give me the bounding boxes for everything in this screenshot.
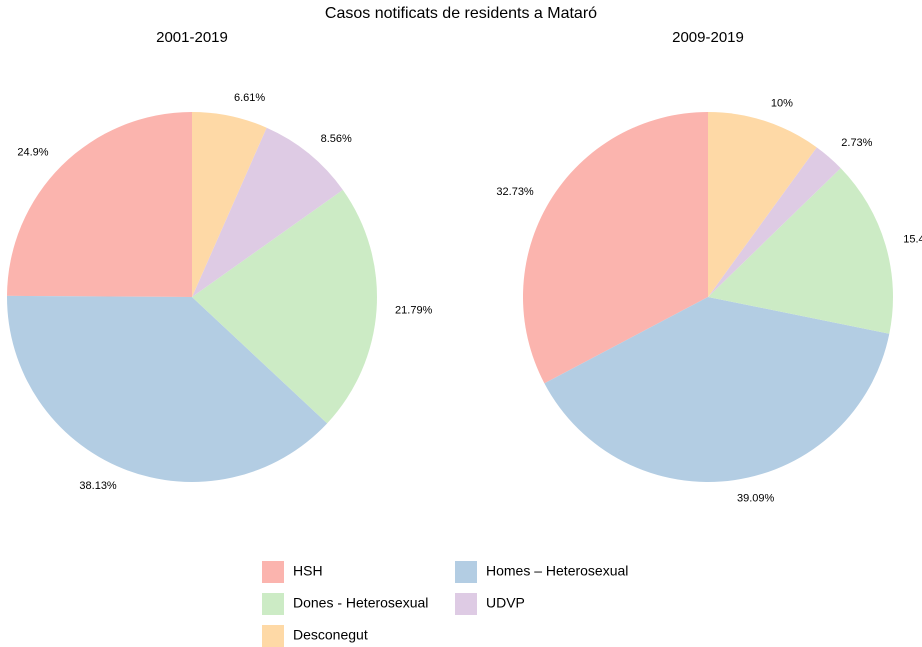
legend-label: Desconegut [293,627,368,643]
legend-swatch [262,593,284,615]
value-label: 38.13% [79,480,117,492]
pie-slice [708,112,817,297]
value-label: 10% [771,97,793,109]
legend-label: HSH [293,563,323,579]
pie-slice [708,147,841,297]
value-label: 2.73% [841,137,872,149]
value-label: 15.45% [903,234,922,246]
value-label: 32.73% [496,186,534,198]
legend-swatch [455,593,477,615]
legend-label: Dones - Heterosexual [293,595,428,611]
legend-label: Homes – Heterosexual [486,563,628,579]
legend-label: UDVP [486,595,525,611]
legend-swatch [262,561,284,583]
pie-slice [192,112,267,297]
pie-slice [544,297,890,482]
chart-title: Casos notificats de residents a Mataró [325,5,597,22]
value-label: 6.61% [234,92,265,104]
value-label: 21.79% [395,305,433,317]
pie-slice [192,127,343,297]
legend-swatch [455,561,477,583]
legend-swatch [262,625,284,647]
pie-slice [522,112,708,384]
value-label: 24.9% [17,147,48,159]
pie-title: 2009-2019 [672,29,744,46]
value-label: 8.56% [321,133,352,145]
pie-slice [7,295,328,483]
pie-slice [192,189,377,424]
pie-slice [7,112,192,297]
pie-title: 2001-2019 [156,29,228,46]
value-label: 39.09% [737,492,775,504]
pie-slice [708,168,893,334]
